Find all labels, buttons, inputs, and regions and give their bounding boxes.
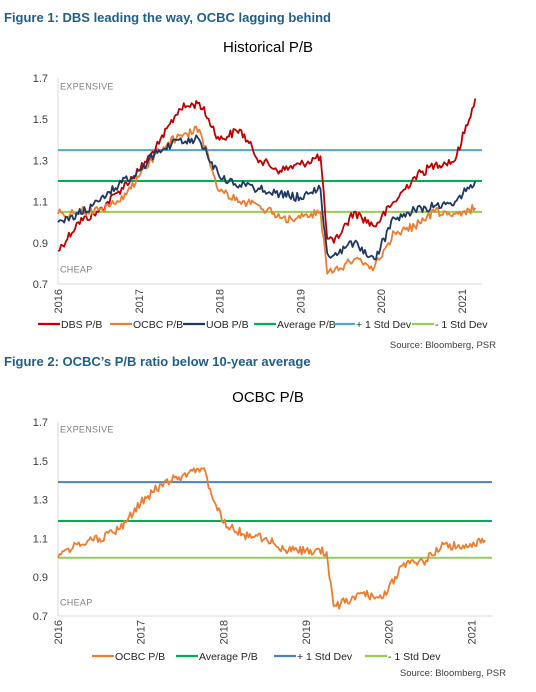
chart2-y-tick-label: 1.1 bbox=[33, 533, 48, 545]
chart1-source: Source: Bloomberg, PSR bbox=[390, 340, 496, 351]
figure-1-caption: Figure 1: DBS leading the way, OCBC lagg… bbox=[4, 10, 331, 25]
chart2-legend-item: OCBC P/B bbox=[92, 651, 165, 663]
chart2-x-tick-label: 2021 bbox=[466, 620, 478, 644]
chart1-x-tick-label: 2019 bbox=[295, 289, 307, 313]
chart1-legend-label: OCBC P/B bbox=[133, 319, 183, 331]
chart2-y-tick-label: 0.9 bbox=[33, 572, 48, 584]
chart2-y-tick-label: 0.7 bbox=[33, 611, 48, 623]
chart2-x-tick-label: 2017 bbox=[136, 620, 148, 644]
chart1-x-tick-label: 2017 bbox=[134, 289, 146, 313]
chart1-dbs-p-b-series bbox=[57, 98, 477, 252]
chart2-legend-label: OCBC P/B bbox=[115, 651, 165, 663]
chart1-x-tick-label: 2018 bbox=[215, 289, 227, 313]
chart1-y-tick-label: 0.7 bbox=[33, 279, 48, 291]
ocbc-pb-chart-svg: OCBC P/B 0.7 0.9 1.1 1.3 1.5 1.7 EXPENSIVE CHEAP… bbox=[33, 389, 506, 679]
chart1-legend-label: + 1 Std Dev bbox=[356, 319, 412, 331]
chart1-uob-p-b-series bbox=[57, 134, 477, 261]
chart1-y-tick-label: 1.3 bbox=[33, 155, 48, 167]
chart2-x-tick-label: 2019 bbox=[301, 620, 313, 644]
chart1-x-tick-label: 2021 bbox=[457, 289, 469, 313]
figure-2-caption: Figure 2: OCBC’s P/B ratio below 10-year… bbox=[4, 354, 311, 369]
chart1-legend-label: UOB P/B bbox=[206, 319, 249, 331]
chart1-y-tick-label: 0.9 bbox=[33, 238, 48, 250]
chart1-legend-label: Average P/B bbox=[277, 319, 336, 331]
chart2-x-tick-label: 2020 bbox=[384, 620, 396, 644]
chart1-title: Historical P/B bbox=[223, 39, 313, 56]
chart2-legend-label: - 1 Std Dev bbox=[388, 651, 441, 663]
chart1-y-tick-label: 1.1 bbox=[33, 197, 48, 209]
chart2-y-tick-label: 1.5 bbox=[33, 456, 48, 468]
historical-pb-chart: Historical P/B 0.7 0.9 1.1 1.3 1.5 1.7 EXPENSIV… bbox=[0, 36, 536, 354]
chart2-expensive-annotation: EXPENSIVE bbox=[60, 425, 114, 435]
chart2-x-tick-label: 2018 bbox=[218, 620, 230, 644]
chart2-x-tick-label: 2016 bbox=[53, 620, 65, 644]
chart2-legend-item: Average P/B bbox=[176, 651, 258, 663]
ocbc-pb-chart: OCBC P/B 0.7 0.9 1.1 1.3 1.5 1.7 EXPENSIVE CHEAP… bbox=[0, 380, 536, 692]
chart2-legend-item: + 1 Std Dev bbox=[274, 651, 353, 663]
chart1-cheap-annotation: CHEAP bbox=[60, 265, 93, 275]
chart1-legend-item: OCBC P/B bbox=[110, 319, 183, 331]
chart2-legend-label: Average P/B bbox=[199, 651, 258, 663]
chart1-expensive-annotation: EXPENSIVE bbox=[60, 81, 114, 91]
chart1-legend-item: - 1 Std Dev bbox=[412, 319, 488, 331]
chart1-legend-item: UOB P/B bbox=[183, 319, 249, 331]
chart2-title: OCBC P/B bbox=[232, 389, 304, 406]
chart2-ocbc-p-b-series bbox=[57, 467, 486, 610]
chart2-legend-item: - 1 Std Dev bbox=[365, 651, 441, 663]
chart2-legend-label: + 1 Std Dev bbox=[297, 651, 353, 663]
chart1-x-tick-label: 2016 bbox=[53, 289, 65, 313]
chart1-x-tick-label: 2020 bbox=[376, 289, 388, 313]
chart2-y-tick-label: 1.7 bbox=[33, 417, 48, 429]
chart2-cheap-annotation: CHEAP bbox=[60, 597, 93, 607]
historical-pb-chart-svg: Historical P/B 0.7 0.9 1.1 1.3 1.5 1.7 EXPENSIV… bbox=[33, 39, 496, 351]
chart1-legend-label: - 1 Std Dev bbox=[435, 319, 488, 331]
chart1-ocbc-p-b-series bbox=[57, 125, 477, 275]
chart1-y-tick-label: 1.7 bbox=[33, 73, 48, 85]
chart2-y-tick-label: 1.3 bbox=[33, 495, 48, 507]
chart1-legend-label: DBS P/B bbox=[61, 319, 102, 331]
chart1-y-tick-label: 1.5 bbox=[33, 114, 48, 126]
chart1-legend-item: DBS P/B bbox=[38, 319, 102, 331]
chart1-legend-item: Average P/B bbox=[254, 319, 336, 331]
chart2-source: Source: Bloomberg, PSR bbox=[400, 668, 506, 679]
chart1-legend-item: + 1 Std Dev bbox=[333, 319, 412, 331]
